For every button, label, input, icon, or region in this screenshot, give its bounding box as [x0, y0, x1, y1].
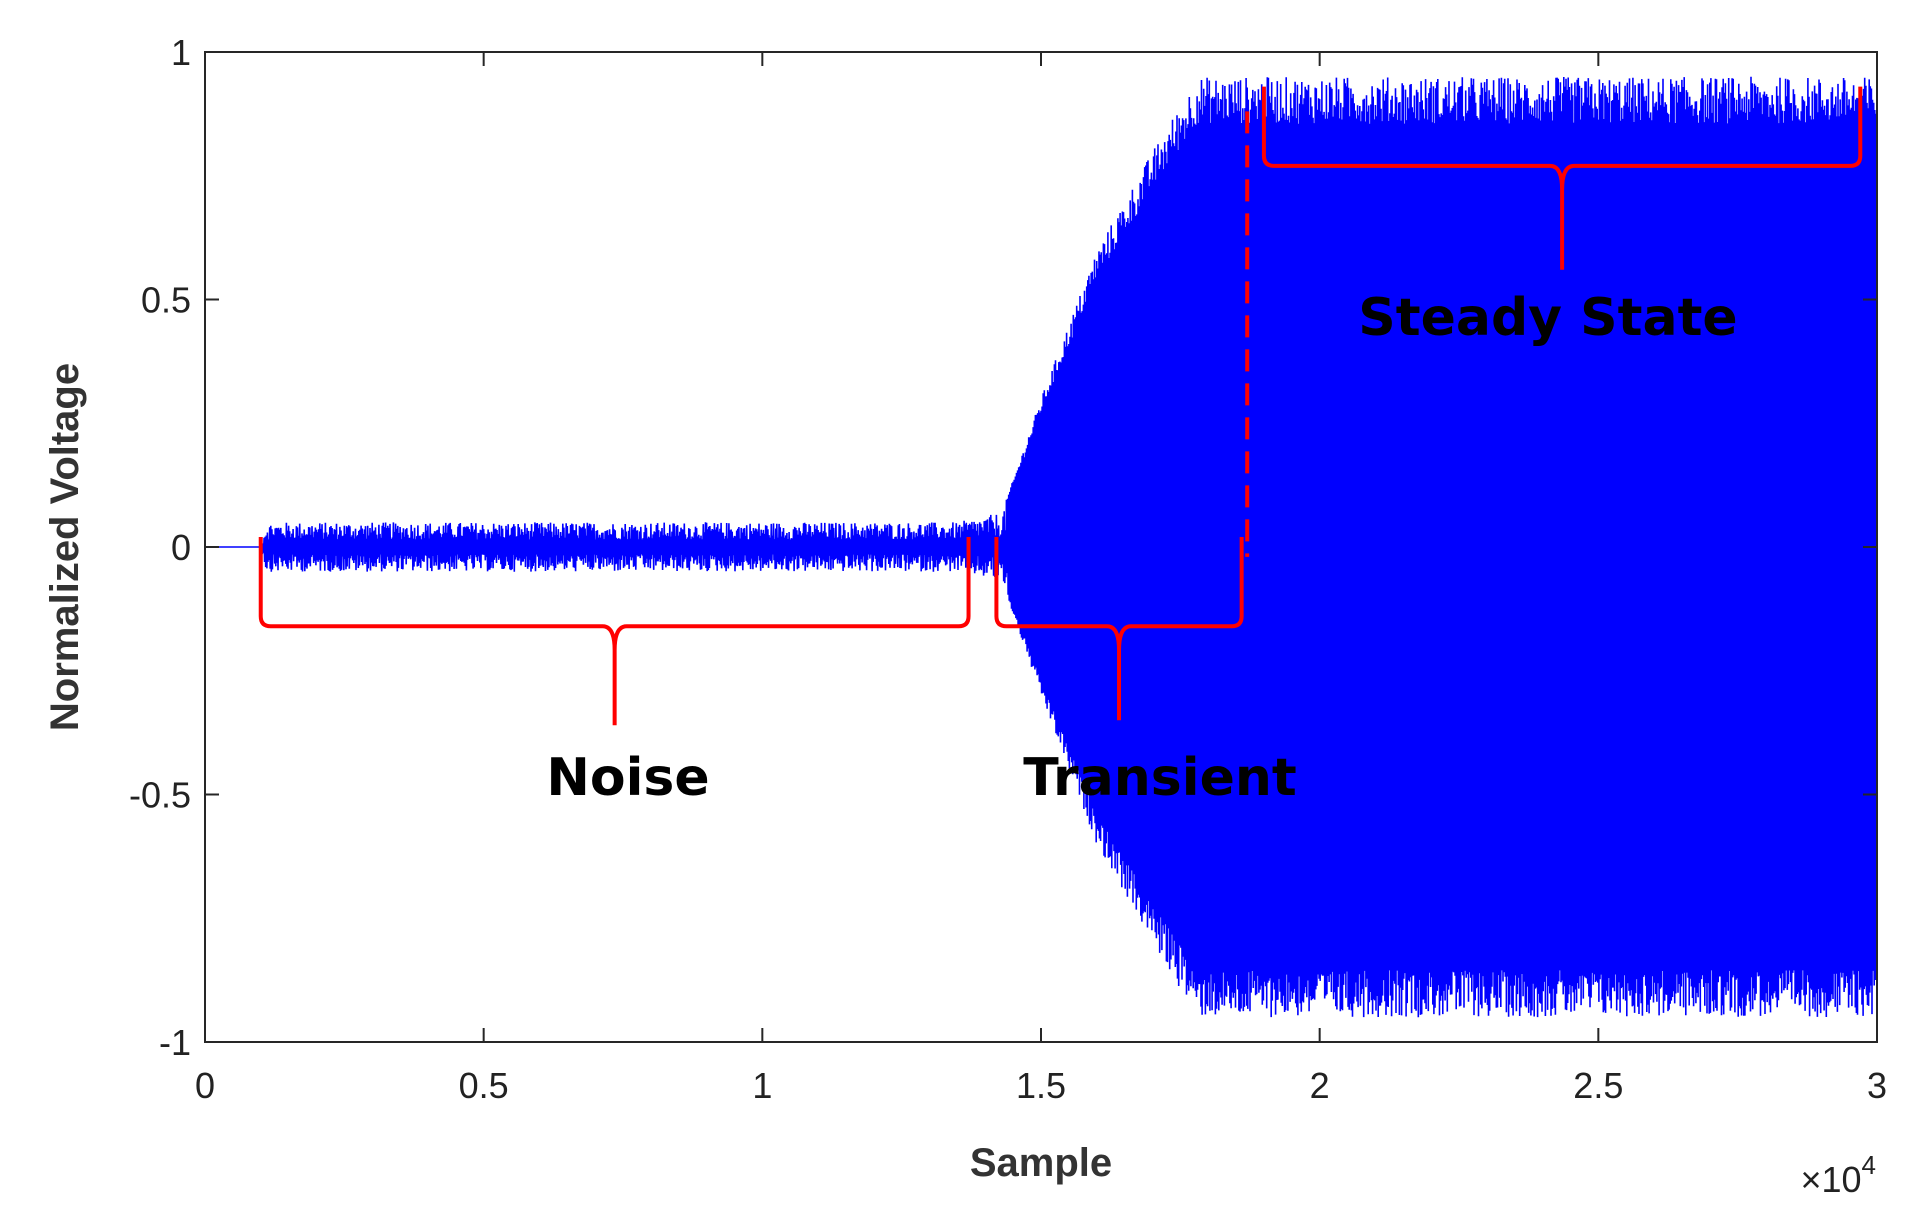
signal-line [205, 76, 1878, 1018]
x-multiplier-base: ×10 [1800, 1159, 1861, 1200]
x-tick-label: 2.5 [1573, 1065, 1623, 1106]
x-tick-label: 0.5 [459, 1065, 509, 1106]
signal-layer [205, 76, 1878, 1018]
steady-state-label: Steady State [1358, 288, 1737, 348]
y-tick-label: -1 [159, 1022, 191, 1063]
tick-layer: 0 0.5 1 1.5 2 2.5 3 1 0.5 0 -0.5 -1 [129, 32, 1887, 1106]
y-tick-label: 0 [171, 527, 191, 568]
x-tick-label: 0 [195, 1065, 215, 1106]
y-axis-label: Normalized Voltage [43, 363, 87, 731]
annotation-layer: Noise Transient Steady State [258, 86, 1863, 808]
y-tick-label: 0.5 [141, 280, 191, 321]
x-tick-label: 1 [752, 1065, 772, 1106]
y-tick-label: 1 [171, 32, 191, 73]
x-tick-label: 1.5 [1016, 1065, 1066, 1106]
steady-state-brace [1261, 86, 1863, 270]
transient-label: Transient [1023, 748, 1296, 808]
x-tick-label: 2 [1310, 1065, 1330, 1106]
x-tick-label: 3 [1867, 1065, 1887, 1106]
noise-brace [258, 537, 971, 726]
noise-label: Noise [546, 748, 709, 808]
transient-brace [994, 537, 1244, 721]
x-multiplier-label: ×104 [1800, 1150, 1876, 1200]
x-axis-label: Sample [970, 1141, 1112, 1185]
y-tick-label: -0.5 [129, 775, 191, 816]
x-multiplier-exponent: 4 [1862, 1150, 1876, 1180]
